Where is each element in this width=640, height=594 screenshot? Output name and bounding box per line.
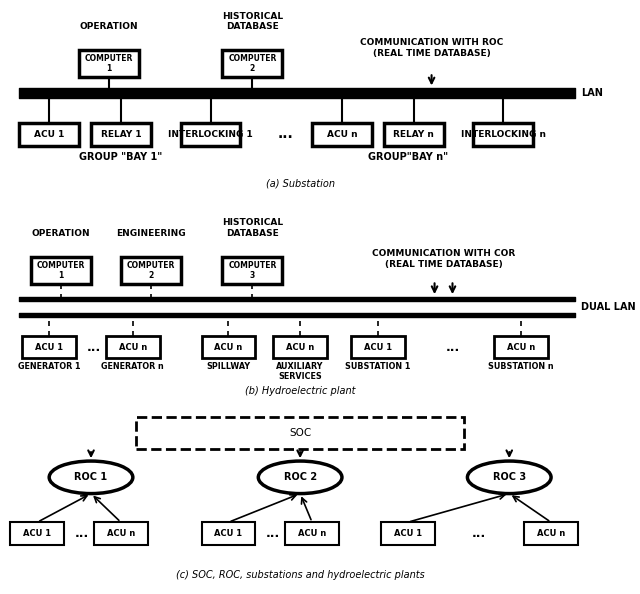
FancyBboxPatch shape — [223, 257, 282, 284]
Text: (a) Substation: (a) Substation — [266, 179, 335, 189]
FancyBboxPatch shape — [381, 522, 435, 545]
Text: ...: ... — [75, 527, 89, 540]
Ellipse shape — [49, 461, 133, 494]
Text: OPERATION: OPERATION — [32, 229, 90, 238]
Text: ACU 1: ACU 1 — [364, 343, 392, 352]
FancyBboxPatch shape — [10, 522, 64, 545]
Text: GENERATOR 1: GENERATOR 1 — [18, 362, 81, 371]
Text: INTERLOCKING n: INTERLOCKING n — [461, 130, 546, 139]
Text: LAN: LAN — [581, 88, 603, 98]
Text: (b) Hydroelectric plant: (b) Hydroelectric plant — [245, 386, 355, 396]
Text: DUAL LAN: DUAL LAN — [581, 302, 636, 312]
Text: GROUP "BAY 1": GROUP "BAY 1" — [79, 152, 163, 162]
Text: HISTORICAL
DATABASE: HISTORICAL DATABASE — [222, 219, 283, 238]
FancyBboxPatch shape — [285, 522, 339, 545]
Text: ACU n: ACU n — [286, 343, 314, 352]
Text: HISTORICAL
DATABASE: HISTORICAL DATABASE — [222, 11, 283, 31]
Text: ACU 1: ACU 1 — [34, 130, 65, 139]
FancyBboxPatch shape — [94, 522, 148, 545]
Text: COMPUTER
2: COMPUTER 2 — [228, 54, 276, 73]
Text: ACU n: ACU n — [507, 343, 535, 352]
Text: ACU n: ACU n — [118, 343, 147, 352]
Text: ...: ... — [445, 341, 460, 354]
Text: RELAY n: RELAY n — [393, 130, 434, 139]
Text: COMPUTER
1: COMPUTER 1 — [84, 54, 133, 73]
Text: ROC 1: ROC 1 — [74, 472, 108, 482]
Text: SPILLWAY: SPILLWAY — [206, 362, 250, 371]
Text: ROC 3: ROC 3 — [493, 472, 526, 482]
FancyBboxPatch shape — [136, 417, 465, 449]
FancyBboxPatch shape — [79, 50, 139, 77]
Text: ACU n: ACU n — [326, 130, 357, 139]
FancyBboxPatch shape — [351, 336, 404, 359]
Text: ...: ... — [472, 527, 486, 540]
FancyBboxPatch shape — [223, 50, 282, 77]
FancyBboxPatch shape — [474, 123, 533, 146]
Text: ...: ... — [277, 128, 293, 141]
FancyBboxPatch shape — [202, 522, 255, 545]
FancyBboxPatch shape — [121, 257, 180, 284]
FancyBboxPatch shape — [19, 123, 79, 146]
Text: ACU n: ACU n — [107, 529, 135, 538]
Text: COMMUNICATION WITH ROC
(REAL TIME DATABASE): COMMUNICATION WITH ROC (REAL TIME DATABA… — [360, 38, 503, 58]
Text: OPERATION: OPERATION — [79, 22, 138, 31]
FancyBboxPatch shape — [180, 123, 241, 146]
Text: RELAY 1: RELAY 1 — [100, 130, 141, 139]
FancyBboxPatch shape — [524, 522, 578, 545]
Text: ACU 1: ACU 1 — [214, 529, 243, 538]
Text: ...: ... — [87, 341, 101, 354]
FancyBboxPatch shape — [202, 336, 255, 359]
Text: (c) SOC, ROC, substations and hydroelectric plants: (c) SOC, ROC, substations and hydroelect… — [176, 570, 424, 580]
Text: SOC: SOC — [289, 428, 311, 438]
FancyBboxPatch shape — [494, 336, 548, 359]
Text: SUBSTATION 1: SUBSTATION 1 — [345, 362, 410, 371]
Text: AUXILIARY
SERVICES: AUXILIARY SERVICES — [276, 362, 324, 381]
FancyBboxPatch shape — [31, 257, 91, 284]
Text: COMMUNICATION WITH COR
(REAL TIME DATABASE): COMMUNICATION WITH COR (REAL TIME DATABA… — [372, 249, 515, 268]
FancyBboxPatch shape — [22, 336, 76, 359]
FancyBboxPatch shape — [273, 336, 327, 359]
Text: INTERLOCKING 1: INTERLOCKING 1 — [168, 130, 253, 139]
FancyBboxPatch shape — [106, 336, 160, 359]
Text: ACU n: ACU n — [214, 343, 243, 352]
Text: ACU n: ACU n — [298, 529, 326, 538]
Text: ROC 2: ROC 2 — [284, 472, 317, 482]
Text: ACU 1: ACU 1 — [35, 343, 63, 352]
FancyBboxPatch shape — [384, 123, 444, 146]
Text: COMPUTER
3: COMPUTER 3 — [228, 261, 276, 280]
Text: GROUP"BAY n": GROUP"BAY n" — [367, 152, 448, 162]
Text: ACU 1: ACU 1 — [394, 529, 422, 538]
Ellipse shape — [259, 461, 342, 494]
Text: GENERATOR n: GENERATOR n — [102, 362, 164, 371]
Text: ENGINEERING: ENGINEERING — [116, 229, 186, 238]
FancyBboxPatch shape — [312, 123, 372, 146]
Text: COMPUTER
1: COMPUTER 1 — [37, 261, 85, 280]
FancyBboxPatch shape — [91, 123, 151, 146]
Text: ACU 1: ACU 1 — [23, 529, 51, 538]
Text: ACU n: ACU n — [537, 529, 565, 538]
Text: COMPUTER
2: COMPUTER 2 — [127, 261, 175, 280]
Text: ...: ... — [266, 527, 280, 540]
Text: SUBSTATION n: SUBSTATION n — [488, 362, 554, 371]
Ellipse shape — [467, 461, 551, 494]
